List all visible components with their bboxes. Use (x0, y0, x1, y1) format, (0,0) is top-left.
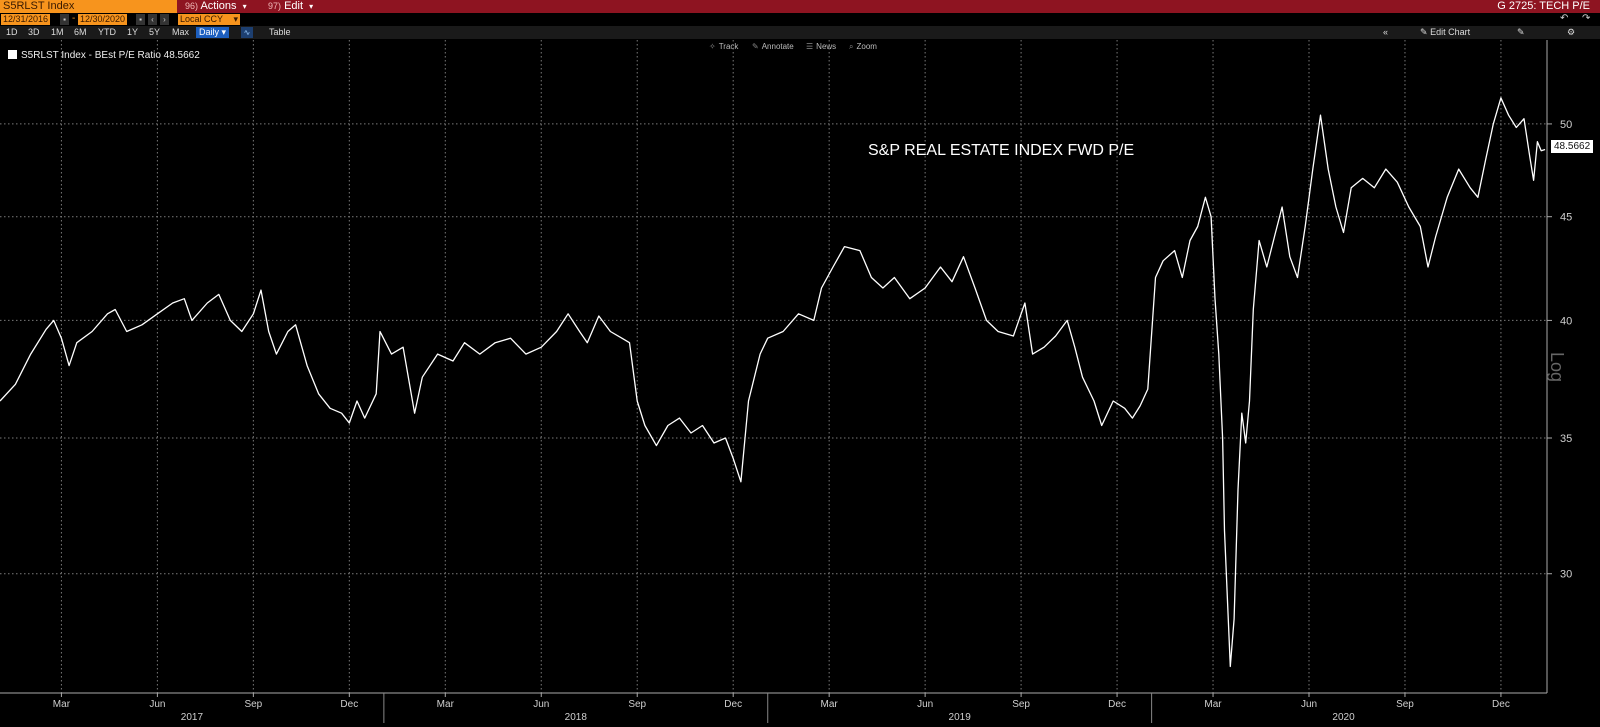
frequency-value: Daily (199, 27, 220, 37)
edit-chart-label: Edit Chart (1430, 27, 1471, 37)
page-title: G 2725: TECH P/E (1497, 0, 1590, 12)
date-bar: 12/31/2016 ▪ - 12/30/2020 ▪ ‹ › Local CC… (0, 13, 1600, 26)
news-icon: ☰ (806, 42, 814, 51)
date-separator: - (72, 13, 76, 24)
magnifier-icon: ⌕ (849, 42, 854, 51)
track-label: Track (718, 42, 739, 51)
collapse-icon[interactable]: « (1383, 27, 1389, 37)
news-label: News (816, 42, 837, 51)
last-value-label: 48.5662 (1551, 140, 1594, 153)
x-year-label: 2019 (949, 712, 972, 723)
redo-icon[interactable]: ↷ (1582, 13, 1591, 24)
edit-icon[interactable]: ✎ (1517, 27, 1525, 37)
track-tool[interactable]: ✧ Track (709, 41, 738, 52)
table-button[interactable]: Table (269, 27, 291, 37)
x-tick-label: Dec (340, 699, 358, 710)
log-scale-label[interactable]: Log (1547, 352, 1567, 383)
x-tick-label: Dec (1492, 699, 1510, 710)
currency-select[interactable]: Local CCY ▾ (178, 14, 240, 25)
crosshair-icon: ✧ (709, 42, 716, 51)
zoom-label: Zoom (856, 42, 877, 51)
x-year-label: 2018 (565, 712, 588, 723)
actions-menu-label: Actions (200, 0, 237, 12)
x-tick-label: Sep (1012, 699, 1030, 710)
edit-menu[interactable]: 97) Edit ▾ (268, 0, 313, 13)
range-ytd[interactable]: YTD (98, 27, 116, 37)
y-tick-label: 50 (1560, 119, 1572, 131)
news-tool[interactable]: ☰ News (806, 41, 836, 52)
x-tick-label: Jun (917, 699, 933, 710)
x-tick-label: Jun (533, 699, 549, 710)
currency-value: Local CCY (180, 14, 224, 24)
chevron-down-icon: ▾ (309, 2, 314, 11)
x-tick-label: Mar (53, 699, 71, 710)
x-tick-label: Mar (1204, 699, 1222, 710)
pencil-icon: ✎ (1420, 27, 1428, 37)
chevron-down-icon: ▾ (221, 27, 227, 37)
annotate-tool[interactable]: ✎ Annotate (752, 41, 794, 52)
legend-swatch (8, 50, 17, 59)
edit-menu-label: Edit (284, 0, 304, 12)
line-chart-icon[interactable]: ∿ (241, 27, 253, 38)
end-date-field[interactable]: 12/30/2020 (78, 14, 128, 25)
legend-label: S5RLST Index - BEst P/E Ratio 48.5662 (21, 50, 200, 61)
x-tick-label: Mar (821, 699, 839, 710)
range-1y[interactable]: 1Y (127, 27, 139, 37)
start-date-field[interactable]: 12/31/2016 (1, 14, 51, 25)
actions-menu[interactable]: 96) Actions ▾ (185, 0, 247, 13)
x-tick-label: Jun (149, 699, 165, 710)
top-toolbar: S5RLST Index 96) Actions ▾ 97) Edit ▾ G … (0, 0, 1600, 13)
y-tick-label: 30 (1560, 569, 1572, 581)
calendar-icon[interactable]: ▪ (60, 14, 69, 25)
chevron-left-icon[interactable]: ‹ (148, 14, 157, 25)
x-tick-label: Sep (1396, 699, 1414, 710)
range-1d[interactable]: 1D (6, 27, 18, 37)
ticker-field[interactable]: S5RLST Index (0, 0, 177, 13)
chart-legend[interactable]: S5RLST Index - BEst P/E Ratio 48.5662 (8, 50, 200, 61)
annotate-label: Annotate (761, 42, 794, 51)
range-1m[interactable]: 1M (51, 27, 64, 37)
y-tick-label: 40 (1560, 315, 1572, 327)
frequency-select[interactable]: Daily ▾ (196, 27, 230, 38)
x-tick-label: Sep (628, 699, 646, 710)
x-year-label: 2017 (181, 712, 204, 723)
calendar-icon[interactable]: ▪ (136, 14, 145, 25)
chevron-right-icon[interactable]: › (160, 14, 169, 25)
x-tick-label: Dec (1108, 699, 1126, 710)
x-tick-label: Sep (244, 699, 262, 710)
range-5y[interactable]: 5Y (149, 27, 161, 37)
x-tick-label: Jun (1301, 699, 1317, 710)
chevron-down-icon: ▾ (242, 2, 247, 11)
y-tick-label: 45 (1560, 212, 1572, 224)
x-year-label: 2020 (1332, 712, 1355, 723)
undo-icon[interactable]: ↶ (1560, 13, 1569, 24)
range-6m[interactable]: 6M (74, 27, 87, 37)
edit-menu-number: 97) (268, 1, 282, 11)
range-max[interactable]: Max (172, 27, 190, 37)
y-tick-label: 35 (1560, 433, 1572, 445)
range-3d[interactable]: 3D (28, 27, 40, 37)
x-tick-label: Dec (724, 699, 742, 710)
range-bar: 1D 3D 1M 6M YTD 1Y 5Y Max Daily ▾ ∿ Tabl… (0, 26, 1600, 39)
x-tick-label: Mar (437, 699, 455, 710)
series-line (0, 97, 1546, 668)
chart-annotation: S&P REAL ESTATE INDEX FWD P/E (868, 142, 1135, 159)
edit-chart-button[interactable]: ✎ Edit Chart (1420, 26, 1470, 39)
chevron-down-icon: ▾ (233, 14, 238, 24)
actions-menu-number: 96) (185, 1, 199, 11)
zoom-tool[interactable]: ⌕ Zoom (849, 41, 877, 52)
gear-icon[interactable]: ⚙ (1567, 27, 1576, 37)
pencil-icon: ✎ (752, 42, 759, 51)
